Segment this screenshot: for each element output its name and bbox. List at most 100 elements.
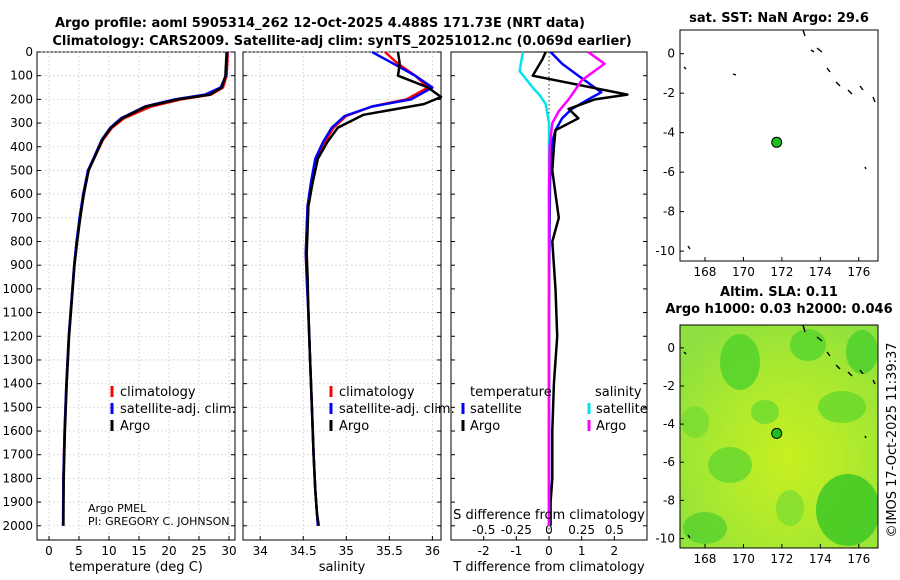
argo-center-label: Argo PMEL	[88, 502, 147, 515]
pi-label: PI: GREGORY C. JOHNSON	[88, 515, 229, 528]
top-x-tick-label: -0.25	[501, 523, 532, 537]
series-line-t-satellite	[547, 51, 603, 526]
sla-map-title-2: Argo h1000: 0.03 h2000: 0.046	[665, 302, 892, 317]
y-tick-label: 200	[10, 92, 33, 106]
y-tick-label: -2	[663, 86, 675, 100]
y-tick-label: 100	[10, 69, 33, 83]
y-tick-label: 1200	[2, 329, 33, 343]
x-tick-label: -2	[478, 544, 490, 558]
y-tick-label: 1900	[2, 495, 33, 509]
y-tick-label: -10	[655, 244, 675, 258]
x-tick-label: 176	[847, 552, 870, 566]
series-line-satellite-adj-clim	[304, 50, 434, 526]
series-line-t-argo	[531, 51, 629, 526]
y-tick-label: 1600	[2, 424, 33, 438]
legend-label-climatology: climatology	[339, 385, 415, 400]
x-tick-label: 170	[732, 265, 755, 279]
temperature-legend: climatology satellite-adj. clim. Argo	[110, 385, 236, 434]
sla-map: 168 170 172 174 176 0 -2 -4 -6 -8 -10	[655, 324, 879, 566]
x-tick-label: 10	[101, 544, 116, 558]
float-position-marker	[771, 136, 783, 148]
y-tick-label: -6	[663, 455, 675, 469]
top-x-tick-label: 0.25	[568, 523, 595, 537]
x-tick-label: 0	[45, 544, 53, 558]
top-x-tick-label: 0.5	[605, 523, 624, 537]
y-tick-label: 900	[10, 258, 33, 272]
x-tick-label: 0	[545, 544, 553, 558]
difference-legend: temperature salinity satellite Argo sate…	[461, 385, 648, 434]
legend-title-salinity: salinity	[595, 385, 642, 400]
x-tick-label: 35.5	[376, 544, 403, 558]
series-line-argo	[305, 51, 443, 526]
sst-map: 168 170 172 174 176 0 -2 -4 -6 -8 -10	[655, 29, 879, 279]
y-tick-label: 1800	[2, 471, 33, 485]
top-x-tick-label: 0	[545, 523, 553, 537]
x-tick-label: -1	[510, 544, 522, 558]
y-tick-label: -4	[663, 417, 675, 431]
x-tick-label: 20	[161, 544, 176, 558]
series-line-s-argo	[547, 50, 606, 526]
x-tick-label: 35	[339, 544, 354, 558]
x-tick-label: 174	[809, 552, 832, 566]
legend-label-s-argo: Argo	[596, 419, 626, 434]
legend-label-satellite: satellite-adj. clim.	[120, 402, 236, 417]
x-tick-label: 176	[847, 265, 870, 279]
x-tick-label: 168	[694, 265, 717, 279]
y-tick-label: 0	[667, 341, 675, 355]
title-line-1: Argo profile: aoml 5905314_262 12-Oct-20…	[55, 16, 585, 31]
y-tick-label: 0	[667, 47, 675, 61]
x-tick-label: 172	[770, 265, 793, 279]
y-tick-label: 2000	[2, 519, 33, 533]
float-position-marker	[771, 427, 783, 439]
y-tick-label: 1100	[2, 306, 33, 320]
y-tick-label: -8	[663, 493, 675, 507]
y-tick-label: -8	[663, 205, 675, 219]
salinity-panel: 34 34.5 35 35.5 36	[242, 50, 443, 558]
y-tick-label: 300	[10, 116, 33, 130]
imos-timestamp: ©IMOS 17-Oct-2025 11:39:37	[885, 342, 900, 537]
y-tick-label: 1700	[2, 448, 33, 462]
y-tick-label: 400	[10, 140, 33, 154]
y-tick-label: 600	[10, 187, 33, 201]
temperature-xlabel: temperature (deg C)	[69, 560, 203, 575]
x-tick-label: 34.5	[290, 544, 317, 558]
y-tick-label: -10	[655, 531, 675, 545]
salinity-xlabel: salinity	[319, 560, 366, 575]
series-line-s-satellite	[518, 51, 551, 526]
x-tick-label: 36	[425, 544, 440, 558]
y-tick-label: 1500	[2, 400, 33, 414]
y-tick-label: 500	[10, 163, 33, 177]
x-tick-label: 34	[253, 544, 268, 558]
s-difference-label: S difference from climatology	[453, 508, 645, 523]
legend-label-satellite: satellite-adj. clim.	[339, 402, 455, 417]
y-tick-label: 1000	[2, 282, 33, 296]
legend-label-argo: Argo	[339, 419, 369, 434]
difference-panel: -2 -1 0 1 2 -0.5 -0.25 0 0.25 0.5	[450, 50, 648, 558]
y-tick-label: 1300	[2, 353, 33, 367]
title-line-2: Climatology: CARS2009. Satellite-adj cli…	[52, 34, 631, 49]
x-tick-label: 5	[75, 544, 83, 558]
sst-map-title: sat. SST: NaN Argo: 29.6	[689, 11, 869, 26]
x-tick-label: 15	[131, 544, 146, 558]
x-tick-label: 170	[732, 552, 755, 566]
legend-label-s-satellite: satellite	[596, 402, 648, 417]
series-line-argo	[62, 51, 228, 526]
salinity-legend: climatology satellite-adj. clim. Argo	[329, 385, 455, 434]
y-tick-label: -6	[663, 165, 675, 179]
legend-label-climatology: climatology	[120, 385, 196, 400]
y-tick-label: 800	[10, 235, 33, 249]
y-tick-label: -2	[663, 379, 675, 393]
x-tick-label: 168	[694, 552, 717, 566]
top-x-tick-label: -0.5	[472, 523, 495, 537]
y-tick-label: 700	[10, 211, 33, 225]
legend-label-argo: Argo	[120, 419, 150, 434]
y-tick-label: -4	[663, 126, 675, 140]
x-tick-label: 172	[770, 552, 793, 566]
x-tick-label: 25	[191, 544, 206, 558]
temperature-panel: 0 100 200 300 400 500 600 700 800 900 1000 1100 1200…	[2, 45, 236, 558]
legend-title-temperature: temperature	[470, 385, 552, 400]
x-tick-label: 30	[221, 544, 236, 558]
x-tick-label: 1	[578, 544, 586, 558]
sla-map-title-1: Altim. SLA: 0.11	[720, 285, 838, 300]
difference-xlabel: T difference from climatology	[452, 560, 645, 575]
